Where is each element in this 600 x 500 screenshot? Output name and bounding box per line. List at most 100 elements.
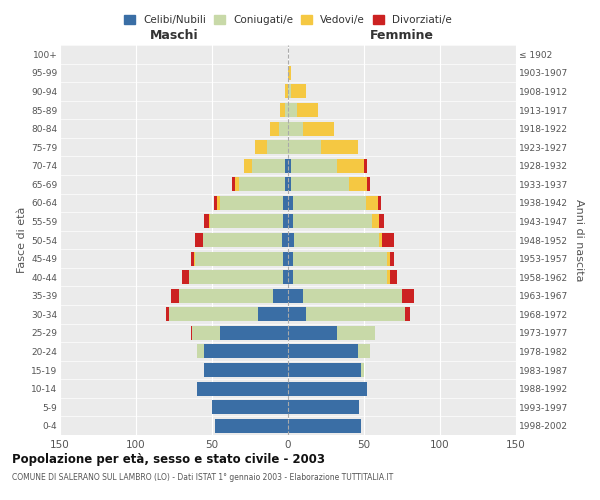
Bar: [288, 122, 303, 136]
Bar: [195, 252, 283, 266]
Bar: [270, 122, 279, 136]
Bar: [235, 178, 239, 191]
Bar: [169, 308, 257, 322]
Bar: [288, 140, 322, 154]
Bar: [254, 140, 267, 154]
Bar: [273, 289, 288, 302]
Legend: Celibi/Nubili, Coniugati/e, Vedovi/e, Divorziati/e: Celibi/Nubili, Coniugati/e, Vedovi/e, Di…: [120, 11, 456, 30]
Text: Femmine: Femmine: [370, 29, 434, 42]
Bar: [379, 233, 382, 247]
Bar: [285, 84, 288, 98]
Bar: [191, 252, 194, 266]
Bar: [405, 308, 410, 322]
Bar: [195, 233, 203, 247]
Bar: [288, 289, 303, 302]
Bar: [337, 159, 364, 172]
Bar: [390, 252, 394, 266]
Bar: [203, 233, 282, 247]
Bar: [192, 326, 220, 340]
Bar: [267, 140, 288, 154]
Bar: [205, 363, 288, 377]
Bar: [285, 178, 288, 191]
Bar: [288, 344, 358, 358]
Bar: [365, 196, 377, 210]
Bar: [239, 178, 285, 191]
Text: Maschi: Maschi: [149, 29, 199, 42]
Bar: [189, 270, 283, 284]
Bar: [288, 419, 361, 432]
Bar: [197, 344, 205, 358]
Bar: [217, 196, 220, 210]
Bar: [285, 103, 288, 117]
Bar: [337, 326, 374, 340]
Bar: [361, 363, 364, 377]
Bar: [166, 308, 169, 322]
Bar: [291, 84, 306, 98]
Bar: [215, 419, 288, 432]
Bar: [285, 159, 288, 172]
Bar: [209, 214, 211, 228]
Bar: [288, 233, 294, 247]
Bar: [291, 178, 349, 191]
Bar: [257, 308, 288, 322]
Bar: [283, 214, 288, 228]
Bar: [303, 289, 402, 302]
Text: COMUNE DI SALERANO SUL LAMBRO (LO) - Dati ISTAT 1° gennaio 2003 - Elaborazione T: COMUNE DI SALERANO SUL LAMBRO (LO) - Dat…: [12, 472, 393, 482]
Bar: [288, 84, 291, 98]
Bar: [293, 252, 387, 266]
Bar: [279, 122, 288, 136]
Bar: [293, 214, 371, 228]
Bar: [288, 178, 291, 191]
Bar: [283, 252, 288, 266]
Bar: [179, 289, 273, 302]
Bar: [288, 196, 293, 210]
Bar: [377, 196, 381, 210]
Bar: [282, 233, 288, 247]
Bar: [390, 270, 397, 284]
Bar: [288, 326, 337, 340]
Bar: [288, 382, 367, 396]
Bar: [358, 344, 370, 358]
Bar: [349, 178, 367, 191]
Bar: [382, 233, 394, 247]
Bar: [205, 214, 209, 228]
Bar: [288, 214, 293, 228]
Bar: [297, 103, 319, 117]
Bar: [220, 196, 283, 210]
Bar: [191, 326, 192, 340]
Bar: [182, 270, 189, 284]
Bar: [283, 196, 288, 210]
Bar: [288, 270, 293, 284]
Bar: [288, 103, 297, 117]
Bar: [306, 308, 405, 322]
Bar: [294, 233, 379, 247]
Bar: [288, 308, 306, 322]
Bar: [283, 270, 288, 284]
Bar: [220, 326, 288, 340]
Bar: [244, 159, 251, 172]
Bar: [280, 103, 285, 117]
Bar: [288, 159, 291, 172]
Bar: [171, 289, 179, 302]
Bar: [364, 159, 367, 172]
Text: Popolazione per età, sesso e stato civile - 2003: Popolazione per età, sesso e stato civil…: [12, 452, 325, 466]
Bar: [303, 122, 334, 136]
Bar: [367, 178, 370, 191]
Bar: [205, 344, 288, 358]
Bar: [291, 159, 337, 172]
Bar: [288, 363, 361, 377]
Bar: [387, 270, 390, 284]
Bar: [379, 214, 384, 228]
Bar: [293, 196, 365, 210]
Bar: [322, 140, 358, 154]
Bar: [387, 252, 390, 266]
Bar: [288, 66, 291, 80]
Bar: [194, 252, 195, 266]
Bar: [214, 196, 217, 210]
Y-axis label: Anni di nascita: Anni di nascita: [574, 198, 584, 281]
Bar: [211, 214, 283, 228]
Bar: [402, 289, 414, 302]
Bar: [251, 159, 285, 172]
Bar: [232, 178, 235, 191]
Bar: [293, 270, 387, 284]
